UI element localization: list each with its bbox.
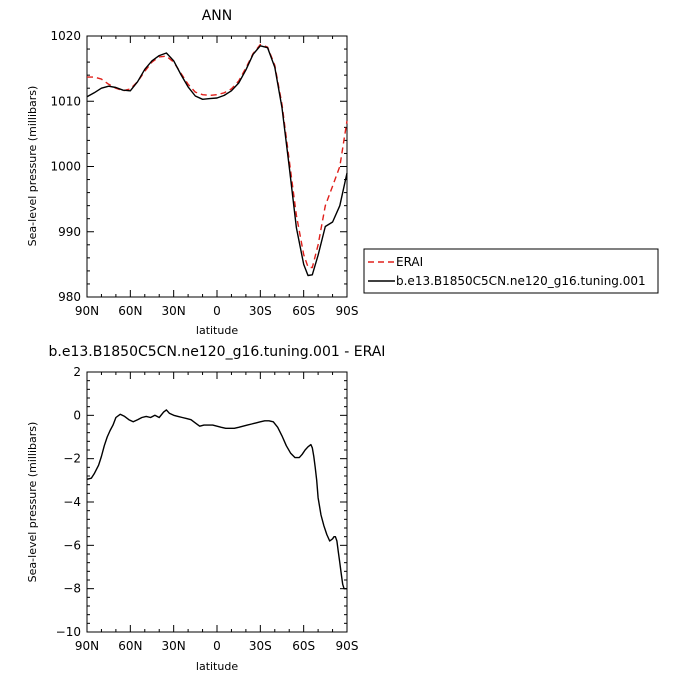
top-x-tick-label: 0 bbox=[213, 304, 221, 318]
bottom-x-tick-label: 60S bbox=[292, 639, 315, 653]
top-y-tick-label: 1020 bbox=[50, 29, 81, 43]
bottom-y-axis-label: Sea-level pressure (millibars) bbox=[26, 422, 39, 583]
top-panel: ANN 90N 60N 30N 0 30S 60S 90S 980 990 1000 1010 102… bbox=[26, 8, 358, 337]
top-x-tick-label: 90S bbox=[336, 304, 359, 318]
bottom-y-tick-label: −4 bbox=[63, 495, 81, 509]
top-x-tick-label: 60S bbox=[292, 304, 315, 318]
legend-label-model: b.e13.B1850C5CN.ne120_g16.tuning.001 bbox=[396, 274, 646, 288]
top-chart-title: ANN bbox=[202, 8, 233, 24]
legend: ERAI b.e13.B1850C5CN.ne120_g16.tuning.00… bbox=[363, 248, 659, 294]
bottom-x-tick-label: 30S bbox=[249, 639, 272, 653]
top-x-tick-label: 60N bbox=[118, 304, 142, 318]
bottom-x-tick-label: 30N bbox=[162, 639, 186, 653]
bottom-x-axis-label: latitude bbox=[196, 660, 238, 673]
top-x-tick-label: 90N bbox=[75, 304, 99, 318]
bottom-axis-ticks: 90N 60N 30N 0 30S 60S 90S −10 −8 −6 −4 −2 0 2 bbox=[56, 365, 359, 653]
top-x-axis-label: latitude bbox=[196, 324, 238, 337]
bottom-y-tick-label: −10 bbox=[56, 625, 81, 639]
top-plot-series bbox=[86, 43, 348, 277]
legend-label-erai: ERAI bbox=[396, 255, 423, 269]
top-series-line-1 bbox=[86, 45, 348, 277]
bottom-x-tick-label: 90N bbox=[75, 639, 99, 653]
top-y-tick-label: 980 bbox=[58, 290, 81, 304]
top-x-tick-label: 30S bbox=[249, 304, 272, 318]
legend-box bbox=[363, 248, 659, 294]
bottom-y-tick-label: −8 bbox=[63, 582, 81, 596]
bottom-panel: b.e13.B1850C5CN.ne120_g16.tuning.001 - E… bbox=[26, 344, 385, 673]
bottom-y-tick-label: −6 bbox=[63, 538, 81, 552]
top-y-tick-label: 1000 bbox=[50, 160, 81, 174]
bottom-y-tick-label: 0 bbox=[73, 408, 81, 422]
bottom-x-tick-label: 0 bbox=[213, 639, 221, 653]
bottom-y-tick-label: 2 bbox=[73, 365, 81, 379]
top-x-tick-label: 30N bbox=[162, 304, 186, 318]
top-plot-frame bbox=[86, 35, 348, 298]
bottom-x-tick-label: 90S bbox=[336, 639, 359, 653]
bottom-x-tick-label: 60N bbox=[118, 639, 142, 653]
top-y-tick-label: 1010 bbox=[50, 94, 81, 108]
bottom-y-tick-label: −2 bbox=[63, 452, 81, 466]
bottom-series-line-0 bbox=[86, 409, 347, 590]
bottom-plot-series bbox=[86, 409, 347, 590]
top-axis-ticks: 90N 60N 30N 0 30S 60S 90S 980 990 1000 1010 1020 bbox=[50, 29, 358, 318]
top-y-tick-label: 990 bbox=[58, 225, 81, 239]
top-y-axis-label: Sea-level pressure (millibars) bbox=[26, 86, 39, 247]
bottom-chart-title: b.e13.B1850C5CN.ne120_g16.tuning.001 - E… bbox=[49, 344, 386, 360]
bottom-plot-frame bbox=[86, 371, 348, 633]
top-series-line-0 bbox=[87, 43, 348, 269]
